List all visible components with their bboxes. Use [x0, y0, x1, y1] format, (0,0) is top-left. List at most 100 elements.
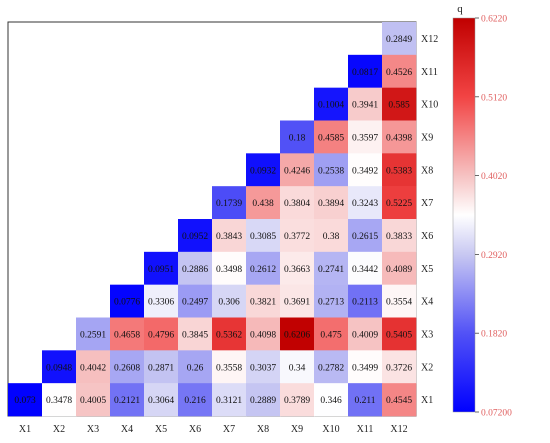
heatmap-cell — [246, 153, 281, 187]
y-tick-labels: X12 X11 X10 X9 X8 X7 X6 X5 X4 X3 X2 X1 — [421, 34, 438, 406]
y-tick-label: X3 — [421, 329, 433, 340]
heatmap-cell — [280, 284, 315, 318]
cell-value-label: 0.0948 — [46, 363, 72, 373]
cell-value-label: 0.4246 — [284, 166, 310, 176]
cell-value-label: 0.585 — [388, 101, 410, 111]
cell-value-label: 0.2497 — [182, 298, 208, 308]
y-tick-label: X2 — [421, 362, 433, 373]
heatmap-cell — [76, 317, 111, 351]
colorbar: q 0.6220 0.5120 0.4020 0.2920 0.1820 0.07200 — [452, 3, 512, 419]
cell-value-label: 0.438 — [252, 199, 274, 209]
cell-value-label: 0.211 — [354, 396, 375, 406]
heatmap-cell — [314, 120, 349, 154]
cell-value-label: 0.3691 — [284, 298, 310, 308]
cell-labels-layer: 0.2849 0.0817 0.4526 0.1004 0.3941 0.585 0.18 0… — [14, 35, 412, 406]
heatmap-cell — [348, 350, 383, 384]
heatmap-cell — [178, 284, 213, 318]
cell-value-label: 0.1004 — [318, 101, 344, 111]
y-tick-label: X7 — [421, 198, 433, 209]
cell-value-label: 0.6206 — [284, 330, 310, 340]
y-tick-label: X1 — [421, 395, 433, 406]
cell-value-label: 0.3121 — [216, 396, 242, 406]
cell-value-label: 0.2121 — [114, 396, 140, 406]
heatmap-cell — [280, 120, 315, 154]
cell-value-label: 0.3843 — [216, 232, 242, 242]
heatmap-cell — [280, 383, 315, 417]
cell-value-label: 0.3941 — [352, 101, 378, 111]
cell-value-label: 0.4009 — [352, 330, 378, 340]
heatmap-cell — [246, 251, 281, 285]
x-tick-label: X3 — [87, 424, 99, 435]
cell-value-label: 0.0776 — [114, 298, 140, 308]
heatmap-cell — [76, 350, 111, 384]
cell-value-label: 0.18 — [289, 133, 306, 143]
heatmap-cell — [144, 350, 179, 384]
cell-value-label: 0.3789 — [284, 396, 310, 406]
cell-value-label: 0.4585 — [318, 133, 344, 143]
colorbar-ticks: 0.6220 0.5120 0.4020 0.2920 0.1820 0.07200 — [475, 15, 512, 419]
cell-value-label: 0.2886 — [182, 265, 208, 275]
heatmap-cell — [382, 153, 417, 187]
cell-value-label: 0.3064 — [148, 396, 174, 406]
heatmap-cell — [178, 219, 213, 253]
cell-value-label: 0.3499 — [352, 363, 378, 373]
cell-value-label: 0.5362 — [216, 330, 242, 340]
cell-value-label: 0.073 — [14, 396, 36, 406]
heatmap-cell — [314, 350, 349, 384]
heatmap-cell — [144, 251, 179, 285]
cell-value-label: 0.3821 — [250, 298, 276, 308]
cell-value-label: 0.38 — [323, 232, 340, 242]
heatmap-cell — [76, 383, 111, 417]
heatmap-cell — [348, 383, 383, 417]
heatmap-cell — [178, 350, 213, 384]
x-tick-label: X12 — [390, 424, 407, 435]
y-tick-label: X9 — [421, 132, 433, 143]
cell-value-label: 0.3037 — [250, 363, 276, 373]
heatmap-cell — [382, 350, 417, 384]
heatmap-cell — [144, 284, 179, 318]
heatmap-cell — [246, 284, 281, 318]
heatmap-cell — [8, 383, 43, 417]
cell-value-label: 0.3845 — [182, 330, 208, 340]
x-tick-label: X5 — [155, 424, 167, 435]
heatmap-cell — [314, 284, 349, 318]
cell-value-label: 0.2538 — [318, 166, 344, 176]
heatmap-cell — [348, 120, 383, 154]
cell-value-label: 0.0932 — [250, 166, 276, 176]
heatmap-cell — [246, 350, 281, 384]
cell-value-label: 0.0817 — [352, 68, 378, 78]
heatmap-cell — [110, 317, 145, 351]
heatmap-cell — [42, 350, 77, 384]
heatmap-cell — [314, 186, 349, 220]
cell-value-label: 0.3726 — [386, 363, 412, 373]
y-tick-label: X4 — [421, 297, 433, 308]
cell-value-label: 0.3243 — [352, 199, 378, 209]
cell-value-label: 0.5225 — [386, 199, 412, 209]
heatmap-cell — [280, 219, 315, 253]
x-tick-labels: X1 X2 X3 X4 X5 X6 X7 X8 X9 X10 X11 X12 — [19, 424, 408, 435]
heatmap-cell — [348, 317, 383, 351]
cell-value-label: 0.2608 — [114, 363, 140, 373]
heatmap-cell — [212, 186, 247, 220]
heatmap-cell — [212, 317, 247, 351]
cell-value-label: 0.3478 — [46, 396, 72, 406]
heatmap-cell — [280, 186, 315, 220]
cell-value-label: 0.3442 — [352, 265, 378, 275]
heatmap-cell — [42, 383, 77, 417]
cell-value-label: 0.3085 — [250, 232, 276, 242]
heatmap-cell — [348, 284, 383, 318]
colorbar-tick-label: 0.4020 — [481, 172, 507, 182]
cell-value-label: 0.2113 — [352, 298, 378, 308]
colorbar-title: q — [457, 3, 463, 15]
heatmap-cell — [314, 317, 349, 351]
cell-value-label: 0.346 — [320, 396, 342, 406]
heatmap-cell — [382, 54, 417, 88]
heatmap-cell — [212, 251, 247, 285]
heatmap-cell — [110, 383, 145, 417]
heatmap-cell — [382, 251, 417, 285]
heatmap-cell — [178, 317, 213, 351]
heatmap-cell — [382, 383, 417, 417]
colorbar-tick-label: 0.1820 — [481, 330, 507, 340]
heatmap-cell — [280, 317, 315, 351]
